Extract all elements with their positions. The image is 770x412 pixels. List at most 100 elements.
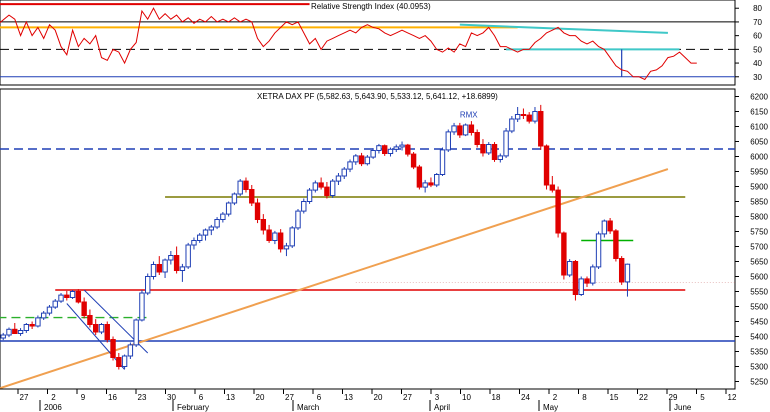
x-tick-label: 6 <box>199 393 204 402</box>
price-y-tick-label: 5650 <box>750 258 768 267</box>
candle-up <box>486 144 492 154</box>
x-month-label: April <box>434 403 450 412</box>
candle-up <box>208 226 215 231</box>
rsi-frame <box>0 0 736 86</box>
rsi-y-tick-label: 70 <box>753 18 762 27</box>
candle-up <box>220 213 226 221</box>
candle-up <box>601 220 608 235</box>
price-y-tick-label: 6150 <box>750 108 768 117</box>
candle-down <box>266 229 272 241</box>
candle-down <box>526 114 532 122</box>
price-y-tick-label: 5300 <box>750 363 768 372</box>
candle-down <box>457 125 463 136</box>
candle-up <box>202 229 209 236</box>
x-tick-label: 15 <box>610 393 619 402</box>
x-tick-label: 18 <box>492 393 501 402</box>
candle-up <box>168 255 174 261</box>
x-tick-label: 10 <box>462 393 471 402</box>
candle-up <box>329 180 336 197</box>
candle-up <box>399 144 405 148</box>
candle-down <box>173 255 180 271</box>
candle-down <box>104 324 110 340</box>
candle-down <box>249 189 255 204</box>
candle-up <box>214 219 220 228</box>
price-y-tick-label: 5400 <box>750 333 768 342</box>
x-tick-label: 30 <box>167 393 176 402</box>
x-axis: 27 2 9 16 23 30 6 13 20 27 6 13 20 27 3 10 18 24 2 8 15 22 29 5… <box>0 388 737 412</box>
x-tick-label: 2 <box>553 393 558 402</box>
x-tick-label: 16 <box>108 393 117 402</box>
x-tick-label: 24 <box>521 393 530 402</box>
candle-down <box>318 182 324 188</box>
candle-up <box>590 266 596 284</box>
candle-down <box>358 155 365 165</box>
candle-down <box>81 301 87 316</box>
candle-down <box>12 328 18 334</box>
candle-up <box>272 232 278 241</box>
x-month-label: February <box>177 403 209 412</box>
candle-up <box>439 149 446 175</box>
x-tick-label: 20 <box>374 393 383 402</box>
candle-down <box>75 291 82 303</box>
x-tick-label: 29 <box>669 393 678 402</box>
candle-down <box>156 264 162 273</box>
candle-up <box>451 125 457 133</box>
price-y-tick-label: 6100 <box>750 123 768 132</box>
rsi-title: Relative Strength Index (40.0953) <box>311 2 431 11</box>
candle-down <box>520 114 527 116</box>
candle-down <box>607 220 613 232</box>
candle-up <box>595 233 602 268</box>
candle-down <box>87 315 93 325</box>
candle-down <box>543 145 550 186</box>
candle-up <box>370 150 376 158</box>
candle-up <box>306 189 313 203</box>
rsi-line <box>0 7 697 81</box>
candle-up <box>289 227 295 247</box>
candle-up <box>347 161 353 170</box>
rsi-trendline <box>459 23 668 34</box>
candle-up <box>509 118 515 132</box>
rsi-y-tick-label: 60 <box>753 32 762 41</box>
candle-up <box>462 124 469 136</box>
price-panel: XETRA DAX PF (5,582.63, 5,643.90, 5,533.… <box>0 88 769 390</box>
rsi-series <box>0 7 697 81</box>
candle-down <box>618 258 625 283</box>
price-y-tick-label: 5350 <box>750 348 768 357</box>
price-annotations: RMX <box>460 111 478 120</box>
candle-up <box>295 210 301 229</box>
candle-up <box>353 155 359 163</box>
candle-up <box>98 324 105 333</box>
candle-up <box>35 317 41 327</box>
candle-down <box>405 144 411 155</box>
candle-up <box>566 261 573 276</box>
price-horizontal-lines <box>0 148 735 342</box>
candle-down <box>561 232 567 276</box>
candle-down <box>584 278 590 284</box>
x-month-label: March <box>297 403 319 412</box>
price-y-tick-label: 5800 <box>750 213 768 222</box>
candle-up <box>364 156 371 165</box>
x-tick-label: 12 <box>728 393 737 402</box>
candle-down <box>29 324 35 327</box>
x-tick-label: 23 <box>138 393 147 402</box>
price-y-tick-label: 6050 <box>750 138 768 147</box>
rsi-panel: Relative Strength Index (40.0953) 30 40 50… <box>0 0 763 86</box>
candle-down <box>416 166 423 188</box>
price-y-tick-label: 5900 <box>750 183 768 192</box>
candle-up <box>46 306 53 314</box>
x-month-label: June <box>674 403 692 412</box>
price-trendline <box>66 303 125 370</box>
x-tick-label: 27 <box>20 393 29 402</box>
candle-down <box>254 202 261 220</box>
candle-up <box>6 328 12 336</box>
price-annotation: RMX <box>460 111 478 120</box>
candle-up <box>133 319 139 346</box>
price-y-tick-label: 5450 <box>750 318 768 327</box>
price-y-tick-label: 5750 <box>750 228 768 237</box>
candle-down <box>382 145 388 154</box>
price-y-tick-label: 5700 <box>750 243 768 252</box>
candle-down <box>480 144 486 154</box>
candle-up <box>422 182 428 188</box>
candle-up <box>237 180 243 195</box>
